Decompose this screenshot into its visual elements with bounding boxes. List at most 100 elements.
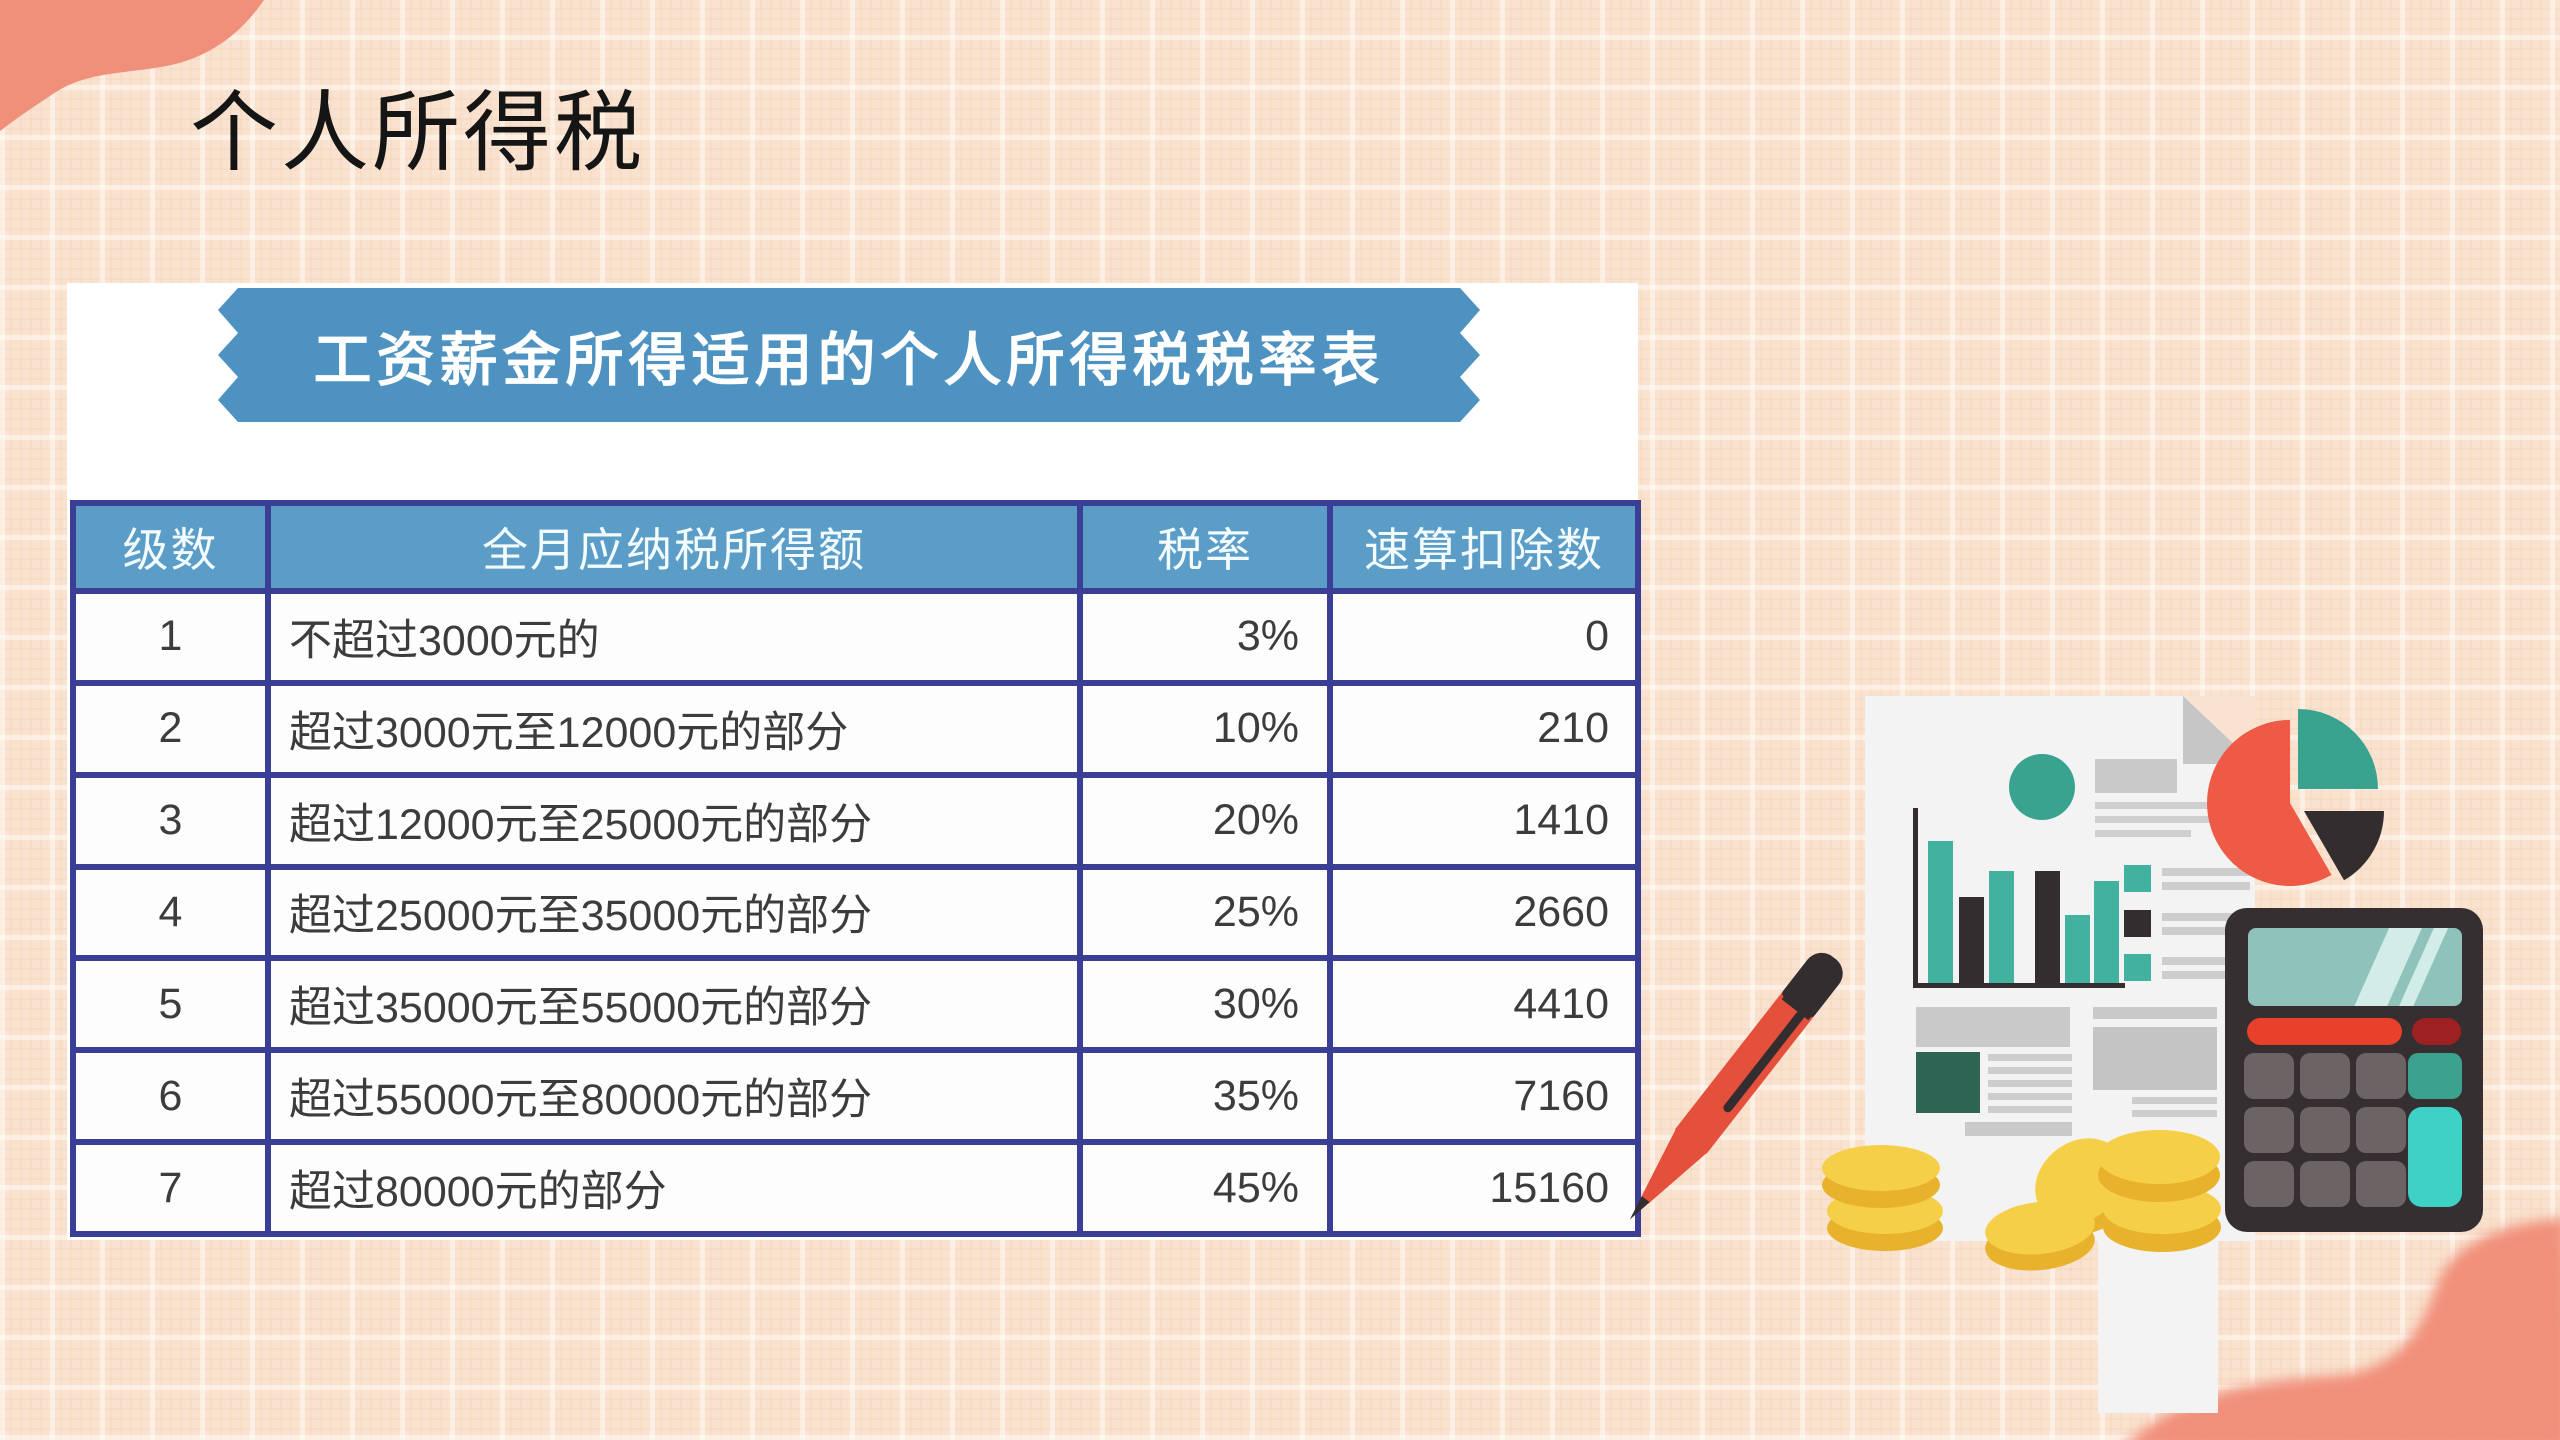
table-cell: 超过25000元至35000元的部分 (265, 863, 1083, 962)
table-cell: 35% (1077, 1047, 1333, 1146)
bar-chart-bar (1959, 897, 1984, 983)
calculator-key (2356, 1107, 2406, 1153)
tax-rate-table: 级数 全月应纳税所得额 税率 速算扣除数 1 不超过3000元的 3% 0 2 超过3000元至… (70, 500, 1641, 1237)
legend-line (2162, 882, 2250, 890)
table-row: 5 超过35000元至55000元的部分 30% 4410 (70, 955, 1641, 1054)
bar-chart-bar (2094, 881, 2119, 983)
bar-chart-bar (2065, 915, 2090, 983)
table-row: 1 不超过3000元的 3% 0 (70, 588, 1641, 686)
decor-blob-top-left (0, 0, 264, 131)
table-cell: 5 (70, 955, 271, 1054)
bar-chart-bar (1928, 841, 1953, 983)
text-line (1988, 1080, 2072, 1087)
image-placeholder (1916, 1052, 1980, 1113)
calculator-key (2244, 1053, 2294, 1099)
legend-line (2162, 913, 2250, 921)
bar-chart-axis (1913, 983, 2125, 988)
calculator-key (2300, 1161, 2350, 1207)
text-line (1965, 1122, 2072, 1136)
column-header: 速算扣除数 (1327, 500, 1641, 594)
table-cell: 超过55000元至80000元的部分 (265, 1047, 1083, 1146)
pie-chart-icon (2207, 709, 2384, 886)
table-cell: 10% (1077, 679, 1333, 778)
text-block (2093, 1027, 2217, 1090)
calculator-icon (2225, 908, 2483, 1232)
table-row: 4 超过25000元至35000元的部分 25% 2660 (70, 863, 1641, 962)
column-header: 税率 (1077, 500, 1333, 594)
table-cell: 4410 (1327, 955, 1641, 1054)
calculator-enter-key (2408, 1107, 2462, 1207)
table-cell: 1 (70, 588, 271, 686)
text-line (1988, 1067, 2072, 1074)
table-cell: 20% (1077, 771, 1333, 870)
legend-square (2124, 865, 2151, 892)
table-cell: 2660 (1327, 863, 1641, 962)
legend-square (2124, 910, 2151, 937)
column-header: 全月应纳税所得额 (265, 500, 1083, 594)
table-cell: 3 (70, 771, 271, 870)
calculator-teal-key (2408, 1053, 2462, 1099)
table-cell: 30% (1077, 955, 1333, 1054)
text-line (2132, 1097, 2217, 1104)
legend-line (2162, 868, 2250, 876)
text-line (1988, 1106, 2072, 1113)
legend-line (2162, 927, 2250, 935)
table-cell: 45% (1077, 1139, 1333, 1237)
teal-dot-icon (2009, 754, 2075, 820)
bar-chart-axis (1913, 808, 1918, 988)
table-cell: 210 (1327, 679, 1641, 778)
text-block (2095, 759, 2177, 793)
table-cell: 25% (1077, 863, 1333, 962)
finance-illustration (1780, 690, 2560, 1440)
calculator-red-key (2247, 1018, 2402, 1045)
table-cell: 超过12000元至25000元的部分 (265, 771, 1083, 870)
text-line (2095, 816, 2213, 823)
table-cell: 超过3000元至12000元的部分 (265, 679, 1083, 778)
legend-line (2162, 971, 2250, 979)
table-cell: 15160 (1327, 1139, 1641, 1237)
text-block (1916, 1007, 2070, 1047)
content-panel: 工资薪金所得适用的个人所得税税率表 级数 全月应纳税所得额 税率 速算扣除数 1 不超过… (67, 283, 1641, 1240)
text-line (2093, 1007, 2217, 1019)
calculator-darkred-key (2412, 1018, 2461, 1045)
legend-square (2124, 954, 2151, 981)
table-row: 7 超过80000元的部分 45% 15160 (70, 1139, 1641, 1237)
text-line (1988, 1054, 2072, 1061)
table-cell: 6 (70, 1047, 271, 1146)
table-cell: 2 (70, 679, 271, 778)
pen-icon (1611, 944, 1852, 1235)
table-cell: 3% (1077, 588, 1333, 686)
text-line (2095, 830, 2191, 837)
decor-blob-bottom-right (2130, 1218, 2560, 1440)
table-cell: 不超过3000元的 (265, 588, 1083, 686)
table-cell: 0 (1327, 588, 1641, 686)
column-header: 级数 (70, 500, 271, 594)
table-header-row: 级数 全月应纳税所得额 税率 速算扣除数 (70, 500, 1641, 594)
coin-icon (2098, 1130, 2220, 1184)
page-title: 个人所得税 (190, 83, 646, 182)
coin-icon (1822, 1145, 1940, 1191)
legend-line (2162, 957, 2250, 965)
calculator-key (2244, 1107, 2294, 1153)
table-cell: 超过35000元至55000元的部分 (265, 955, 1083, 1054)
table-cell: 1410 (1327, 771, 1641, 870)
bar-chart-bar (1989, 871, 2014, 983)
calculator-screen (2248, 928, 2462, 1006)
table-cell: 7160 (1327, 1047, 1641, 1146)
calculator-key (2356, 1161, 2406, 1207)
text-line (1988, 1093, 2072, 1100)
table-title-banner: 工资薪金所得适用的个人所得税税率表 (218, 288, 1480, 422)
calculator-key (2356, 1053, 2406, 1099)
bar-chart-bar (2035, 871, 2060, 983)
text-line (2095, 802, 2213, 809)
table-row: 2 超过3000元至12000元的部分 10% 210 (70, 679, 1641, 778)
calculator-key (2300, 1053, 2350, 1099)
report-document-lower (2098, 1235, 2218, 1413)
pen-tip (1626, 1196, 1650, 1223)
table-row: 6 超过55000元至80000元的部分 35% 7160 (70, 1047, 1641, 1146)
table-cell: 7 (70, 1139, 271, 1237)
table-row: 3 超过12000元至25000元的部分 20% 1410 (70, 771, 1641, 870)
table-body: 1 不超过3000元的 3% 0 2 超过3000元至12000元的部分 10% 210 3 超过… (70, 588, 1641, 1237)
calculator-key (2300, 1107, 2350, 1153)
text-line (2132, 1110, 2217, 1117)
